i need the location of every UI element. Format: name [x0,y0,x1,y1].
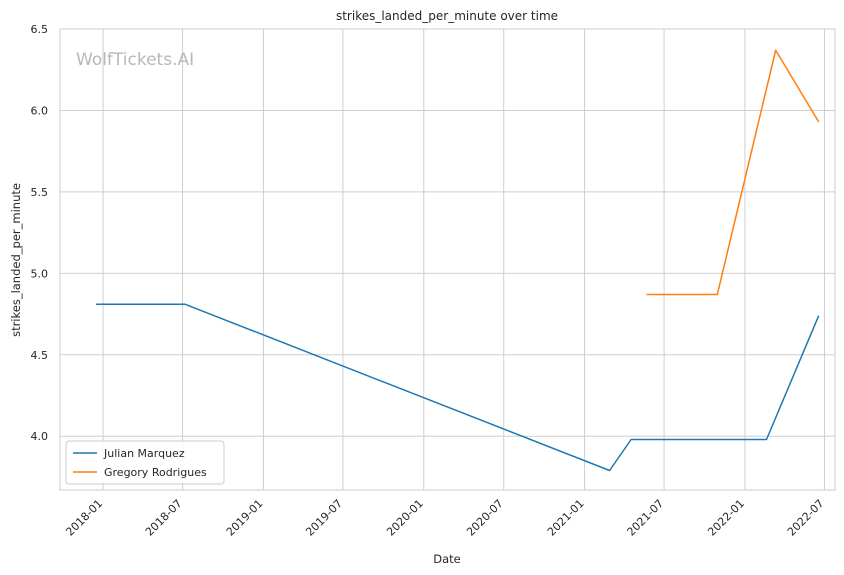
legend-label-julian-marquez: Julian Marquez [103,447,185,460]
series-lines [96,49,820,472]
y-axis-ticks: 4.0 4.5 5.0 5.5 6.0 6.5 [31,23,49,443]
x-axis-label: Date [433,552,461,566]
legend-label-gregory-rodrigues: Gregory Rodrigues [104,466,207,479]
legend: Julian Marquez Gregory Rodrigues [65,440,225,485]
grid [60,28,835,490]
x-tick-label: 2020-07 [464,497,506,539]
x-tick-label: 2021-01 [545,497,587,539]
y-tick-label: 5.5 [31,186,49,199]
x-tick-label: 2018-01 [63,497,105,539]
chart-title: strikes_landed_per_minute over time [336,9,558,23]
watermark: WolfTickets.AI [76,50,194,70]
plot-frame [59,28,836,491]
x-tick-label: 2019-01 [224,497,266,539]
y-tick-label: 6.5 [31,23,49,36]
series-line-julian-marquez [96,303,820,472]
y-tick-label: 5.0 [31,267,49,280]
series-line-gregory-rodrigues [646,49,820,296]
x-tick-label: 2022-01 [705,497,747,539]
x-tick-label: 2022-07 [785,497,827,539]
y-tick-label: 6.0 [31,104,49,117]
x-tick-label: 2021-07 [625,497,667,539]
y-tick-label: 4.0 [31,430,49,443]
x-tick-label: 2020-01 [384,497,426,539]
x-tick-label: 2018-07 [143,497,185,539]
x-tick-label: 2019-07 [303,497,345,539]
y-tick-label: 4.5 [31,349,49,362]
y-axis-label: strikes_landed_per_minute [9,183,23,337]
x-axis-ticks: 2018-01 2018-07 2019-01 2019-07 2020-01 2020-… [63,497,826,539]
legend-box [65,440,225,485]
